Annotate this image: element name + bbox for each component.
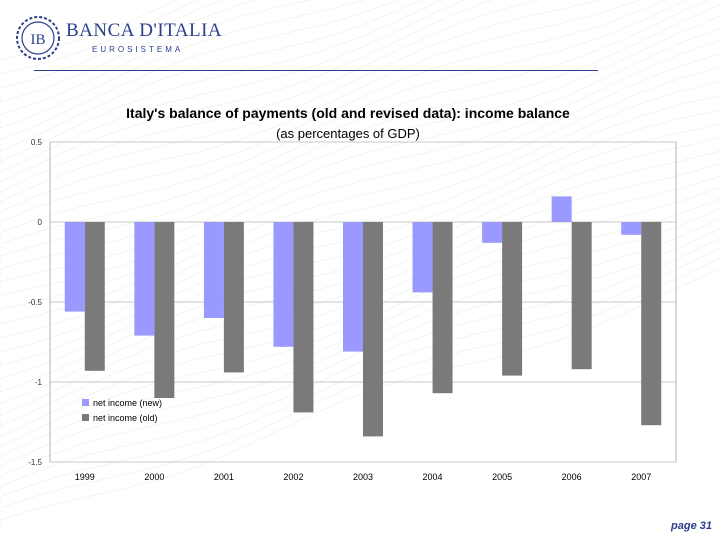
watermark-line bbox=[0, 268, 720, 528]
watermark-line bbox=[0, 228, 720, 480]
watermark-line bbox=[0, 0, 365, 129]
bank-logo-icon: IB bbox=[16, 16, 60, 60]
x-tick-label: 2006 bbox=[562, 472, 582, 482]
watermark-line bbox=[0, 0, 541, 193]
x-tick-label: 2005 bbox=[492, 472, 512, 482]
watermark-line bbox=[0, 187, 720, 438]
brand-subtitle: EUROSISTEMA bbox=[92, 45, 184, 54]
watermark-line bbox=[0, 0, 641, 216]
bar-old-2006 bbox=[571, 222, 592, 370]
bar-new-2007 bbox=[621, 222, 642, 235]
chart-title: Italy's balance of payments (old and rev… bbox=[126, 105, 570, 121]
y-tick-label: -0.5 bbox=[28, 298, 42, 307]
bar-new-2004 bbox=[412, 222, 433, 293]
watermark-line bbox=[0, 0, 494, 183]
watermark-line bbox=[0, 238, 720, 492]
watermark-line bbox=[0, 0, 256, 103]
x-tick-label: 2000 bbox=[144, 472, 164, 482]
legend-swatch bbox=[82, 414, 89, 421]
watermark-line bbox=[0, 0, 708, 252]
x-tick-label: 1999 bbox=[75, 472, 95, 482]
watermark-line bbox=[0, 0, 601, 204]
bar-old-1999 bbox=[84, 222, 105, 371]
watermark-line bbox=[0, 218, 720, 468]
bar-old-2001 bbox=[223, 222, 244, 373]
header-divider bbox=[34, 70, 598, 71]
y-tick-label: 0.5 bbox=[31, 138, 43, 147]
watermark-line bbox=[0, 163, 720, 416]
bar-old-2002 bbox=[293, 222, 314, 413]
watermark-line bbox=[0, 0, 310, 116]
bar-old-2007 bbox=[641, 222, 662, 426]
watermark-line bbox=[0, 0, 222, 89]
x-tick-label: 2004 bbox=[423, 472, 443, 482]
bar-old-2000 bbox=[154, 222, 175, 398]
bar-new-2001 bbox=[203, 222, 224, 318]
watermark-line bbox=[0, 0, 422, 152]
x-tick-label: 2002 bbox=[283, 472, 303, 482]
watermark-line bbox=[0, 0, 442, 163]
legend-label: net income (new) bbox=[93, 398, 162, 408]
bar-new-2000 bbox=[134, 222, 155, 336]
watermark-line bbox=[0, 0, 198, 75]
watermark-line bbox=[0, 0, 666, 228]
bar-new-2005 bbox=[482, 222, 503, 243]
y-tick-label: 0 bbox=[38, 218, 43, 227]
bar-new-2003 bbox=[343, 222, 363, 352]
chart-subtitle: (as percentages of GDP) bbox=[276, 126, 420, 141]
x-tick-label: 2001 bbox=[214, 472, 234, 482]
watermark-line bbox=[0, 198, 720, 448]
x-tick-label: 2007 bbox=[631, 472, 651, 482]
bar-new-1999 bbox=[64, 222, 85, 312]
watermark-line bbox=[0, 0, 465, 173]
watermark-line bbox=[0, 0, 177, 61]
logo-letters: IB bbox=[31, 32, 46, 48]
bar-old-2004 bbox=[432, 222, 453, 394]
bar-old-2005 bbox=[502, 222, 523, 376]
page-number: page 31 bbox=[671, 520, 712, 532]
y-tick-label: -1 bbox=[35, 378, 43, 387]
bar-old-2003 bbox=[363, 222, 383, 437]
watermark-line bbox=[0, 0, 399, 141]
legend-label: net income (old) bbox=[93, 413, 158, 423]
watermark-line bbox=[0, 175, 720, 427]
bar-new-2002 bbox=[273, 222, 294, 347]
legend-swatch bbox=[82, 399, 89, 406]
bar-new-2006 bbox=[551, 196, 572, 222]
brand-name: BANCA D'ITALIA bbox=[66, 20, 223, 41]
x-tick-label: 2003 bbox=[353, 472, 373, 482]
watermark-line bbox=[0, 0, 687, 240]
y-tick-label: -1.5 bbox=[28, 458, 42, 467]
watermark-line bbox=[0, 258, 720, 516]
